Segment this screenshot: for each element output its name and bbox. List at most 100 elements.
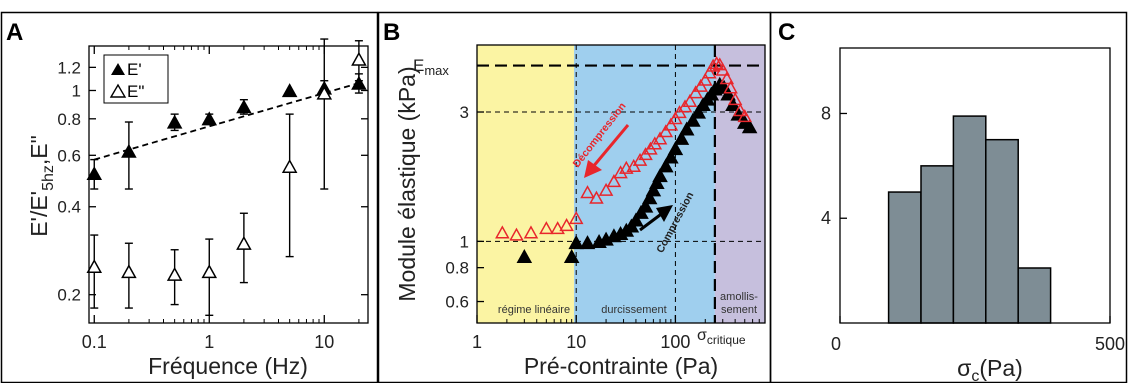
data-point-decompression: [495, 225, 510, 239]
data-point-e-prime: [201, 111, 218, 126]
panel-a-chart: 0.1 1 10 0.2 0.4 0.6 0.8 1 1.2 E' E" Fréquence …: [26, 38, 369, 379]
x-tick-label: 10: [314, 332, 334, 352]
data-point-compression: [568, 235, 584, 250]
panel-a-points: [86, 51, 367, 281]
legend-filled-triangle-icon: [111, 63, 125, 75]
panel-c-y-axis: 48: [821, 103, 847, 228]
fit-line-dashed: [94, 82, 360, 161]
panel-a-fit-line: [94, 82, 360, 161]
data-point-decompression: [688, 85, 703, 99]
data-point-compression: [667, 141, 684, 156]
data-point-compression: [516, 249, 533, 264]
data-point-compression: [690, 104, 707, 119]
panel-b-x-label: Pré-contrainte (Pa): [524, 353, 718, 379]
panel-a-x-axis: 0.1 1 10: [82, 46, 360, 352]
data-point-decompression: [559, 217, 574, 232]
data-point-decompression: [702, 65, 717, 79]
emax-label-sub: max: [424, 63, 449, 78]
emax-label-main: E: [413, 56, 424, 75]
data-point-decompression: [589, 190, 604, 204]
data-point-decompression: [652, 131, 668, 145]
region-label-amollissement-line1: amollis-: [720, 291, 758, 303]
data-point-decompression: [539, 221, 554, 235]
y-tick-label: 1: [460, 232, 469, 251]
x-tick-label: 1: [204, 332, 214, 352]
data-point-e-prime: [121, 143, 137, 158]
histogram-bar: [887, 191, 922, 324]
y-tick-label: 1: [72, 81, 81, 100]
sigma-critique-label: σcritique: [697, 327, 746, 347]
data-point-compression: [641, 190, 658, 205]
data-point-decompression: [598, 182, 614, 196]
panel-b-y-label: Module élastique (kPa): [394, 66, 420, 301]
panel-label-b: B: [383, 19, 400, 46]
y-tick-label: 4: [821, 208, 831, 228]
data-point-e-prime: [281, 83, 298, 98]
panel-b-chart: Décompression Compression 1 10 100 0.60.81…: [394, 44, 766, 379]
data-point-decompression: [727, 92, 743, 106]
panel-a-y-label-main: E'/E': [26, 191, 52, 237]
y-tick-label: 0.6: [445, 293, 469, 312]
panel-c-x-label-tail: (Pa): [979, 355, 1022, 381]
data-point-e-double-prime: [316, 85, 333, 100]
data-point-e-double-prime: [121, 264, 137, 279]
data-point-decompression: [613, 165, 628, 179]
panel-b-plot-frame: [476, 44, 766, 324]
panel-a-legend: E' E": [103, 54, 169, 104]
histogram-bar: [920, 165, 955, 324]
region-label-amollissement: amollis-sement: [720, 291, 758, 316]
decompression-arrow-shaft: [590, 124, 630, 169]
panel-c-chart: 0 500 48 σc(Pa): [821, 47, 1125, 383]
data-point-decompression: [715, 62, 731, 76]
data-point-compression: [658, 158, 674, 173]
panel-b-x-axis: 1 10 100: [472, 315, 760, 352]
y-tick-label: 0.6: [57, 146, 81, 165]
panel-b-points: [495, 56, 758, 264]
data-point-decompression: [663, 117, 679, 131]
y-tick-label: 8: [821, 103, 831, 123]
data-point-decompression: [523, 225, 539, 239]
histogram-bar: [952, 115, 987, 324]
data-point-compression: [663, 149, 679, 164]
y-tick-label: 3: [460, 103, 469, 122]
panel-a-y-label-tail: ,E": [26, 135, 52, 165]
panel-a-x-label: Fréquence (Hz): [148, 353, 308, 379]
data-point-e-double-prime: [201, 264, 218, 279]
region-label-amollissement-line2: sement: [721, 304, 757, 316]
data-point-decompression: [606, 174, 622, 188]
data-point-compression: [678, 121, 695, 136]
panel-c-plot-frame: [839, 47, 1111, 324]
sigma-critique-main: σ: [697, 327, 707, 344]
region-0: [477, 45, 574, 323]
data-point-e-prime: [236, 99, 252, 114]
panel-a-y-label-sub: 5hz: [40, 165, 57, 191]
x-tick-label: 100: [660, 332, 690, 352]
data-point-decompression: [709, 56, 724, 70]
data-point-compression: [645, 182, 662, 197]
data-point-e-double-prime: [351, 51, 367, 66]
data-point-compression: [673, 130, 690, 145]
x-tick-label: 0: [831, 334, 841, 354]
region-1: [573, 45, 715, 323]
data-point-decompression: [509, 227, 524, 241]
panel-a-plot-frame: [88, 45, 369, 324]
y-tick-label: 0.2: [57, 286, 81, 305]
x-tick-label: 500: [1095, 334, 1125, 354]
data-point-e-double-prime: [86, 258, 103, 273]
legend-label-e-double-prime-text: E": [127, 82, 144, 101]
data-point-compression: [741, 119, 758, 134]
x-tick-label: 10: [566, 332, 586, 352]
data-point-decompression: [550, 221, 565, 235]
y-tick-label: 0.8: [445, 259, 469, 278]
panel-label-a: A: [6, 19, 23, 46]
compression-arrowhead-icon: [656, 205, 673, 222]
data-point-decompression: [568, 211, 584, 225]
data-point-e-double-prime: [236, 235, 252, 250]
region-label-lineaire: régime linéaire: [498, 304, 570, 316]
data-point-e-prime: [86, 166, 103, 181]
data-point-e-prime: [166, 114, 183, 129]
panel-c-x-axis: 0 500: [831, 316, 1125, 354]
panel-a-y-label: E'/E'5hz,E": [26, 135, 57, 237]
decompression-arrowhead-icon: [584, 160, 602, 178]
data-point-decompression: [737, 109, 753, 123]
